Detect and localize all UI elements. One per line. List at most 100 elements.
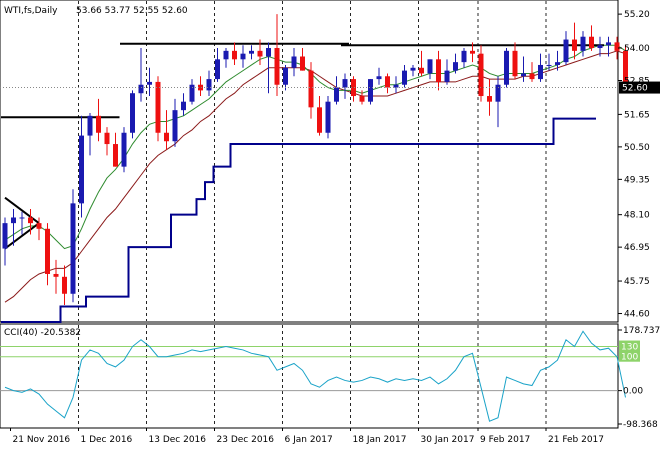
candle-body	[79, 135, 84, 204]
date-label: 21 Feb 2017	[548, 435, 604, 445]
date-label: 18 Jan 2017	[353, 435, 407, 445]
candle-body	[36, 223, 42, 229]
candle-body	[198, 84, 203, 91]
candle-body	[45, 228, 50, 274]
cci-tick-label: 178.7377	[623, 326, 660, 336]
candle-body	[223, 50, 229, 60]
date-label: 9 Feb 2017	[480, 435, 530, 445]
candle-body	[138, 84, 144, 94]
candle-body	[614, 42, 620, 51]
candle-body	[351, 79, 356, 97]
candle-body	[385, 76, 390, 88]
candle-body	[283, 67, 288, 85]
cci-line	[4, 330, 626, 422]
candle-body	[580, 36, 586, 51]
candle-body	[563, 39, 569, 63]
candle-body	[342, 79, 348, 88]
date-axis: 21 Nov 2016 1 Dec 2016 13 Dec 2016 23 Dec 2…	[10, 428, 604, 445]
candle-body	[206, 79, 212, 91]
price-tick-label: 46.95	[624, 243, 650, 253]
candle-body	[266, 48, 271, 57]
date-label: 21 Nov 2016	[13, 435, 71, 445]
candle-body	[419, 67, 424, 74]
candle-body	[189, 84, 195, 102]
candle-body	[147, 81, 152, 85]
candle-body	[257, 50, 263, 57]
price-panel: WTI,fs,Daily 53.66 53.77 52.55 52.60	[0, 0, 628, 323]
date-label: 6 Jan 2017	[285, 435, 333, 445]
candle-body	[546, 64, 552, 66]
candle-body	[436, 59, 441, 82]
candle-body	[308, 70, 314, 108]
candle-body	[495, 84, 501, 102]
candle-body	[478, 53, 484, 97]
chart-header-symbol: WTI,fs,Daily	[4, 6, 58, 16]
candle-body	[87, 115, 93, 136]
candle-body	[538, 64, 543, 80]
candle-body	[589, 36, 594, 49]
candle-body	[529, 73, 535, 80]
candle-body	[121, 132, 127, 167]
candle-body	[70, 203, 76, 294]
candle-body	[334, 87, 339, 102]
candle-body	[368, 79, 373, 102]
cci-tick-label: 0.00	[623, 387, 643, 397]
date-label: 30 Jan 2017	[421, 435, 475, 445]
candle-body	[19, 217, 25, 219]
candle-body	[249, 50, 254, 54]
candle-body	[317, 107, 322, 133]
candle-body	[155, 81, 161, 133]
price-tick-label: 49.35	[624, 175, 650, 185]
triangle-lower-line	[4, 222, 40, 250]
sma-slow-line	[4, 50, 626, 303]
cci-panel: CCI(40) -20.5382	[0, 323, 626, 429]
candle-body	[623, 50, 628, 88]
price-tick-label: 44.60	[624, 310, 650, 320]
candle-body	[164, 132, 169, 142]
candle-body	[130, 93, 135, 133]
candle-body	[232, 50, 237, 60]
candle-body	[487, 96, 492, 102]
cci-level-label: 100	[621, 353, 638, 363]
candle-body	[96, 115, 101, 133]
date-label: 13 Dec 2016	[149, 435, 207, 445]
candle-body	[606, 42, 611, 46]
candle-body	[62, 276, 67, 294]
candle-body	[393, 84, 399, 88]
candle-body	[521, 73, 526, 77]
date-label: 1 Dec 2016	[81, 435, 133, 445]
price-tick-label: 50.50	[624, 143, 650, 153]
candle-body	[113, 144, 118, 167]
candle-body	[181, 101, 186, 111]
candle-body	[11, 217, 16, 224]
cci-label: CCI(40) -20.5382	[4, 328, 81, 338]
price-tick-label: 48.10	[624, 211, 650, 221]
candle-body	[359, 96, 365, 102]
price-axis: 55.20 54.00 52.85 51.65 50.50 49.35 48.10 46.95…	[618, 10, 660, 320]
candle-body	[453, 62, 458, 71]
candle-body	[172, 110, 178, 142]
price-tick-label: 45.75	[624, 277, 650, 287]
candle-body	[325, 101, 331, 133]
candle-body	[376, 76, 382, 80]
current-price-tag	[619, 81, 660, 94]
candle-body	[300, 56, 305, 71]
candle-body	[444, 70, 450, 82]
candle-body	[240, 53, 246, 60]
candle-body	[512, 50, 518, 77]
candle-body	[2, 223, 8, 249]
lower-channel-step-line	[1, 117, 596, 323]
chart-header-ohlc: 53.66 53.77 52.55 52.60	[76, 6, 188, 16]
price-tick-label: 54.00	[624, 44, 650, 54]
candle-body	[402, 70, 407, 85]
triangle-upper-line	[4, 196, 40, 224]
candle-body	[470, 50, 475, 54]
date-label: 23 Dec 2016	[217, 435, 275, 445]
candle-body	[461, 50, 467, 63]
candle-body	[555, 62, 560, 65]
current-price-label: 52.60	[622, 84, 648, 94]
candle-body	[28, 217, 33, 224]
